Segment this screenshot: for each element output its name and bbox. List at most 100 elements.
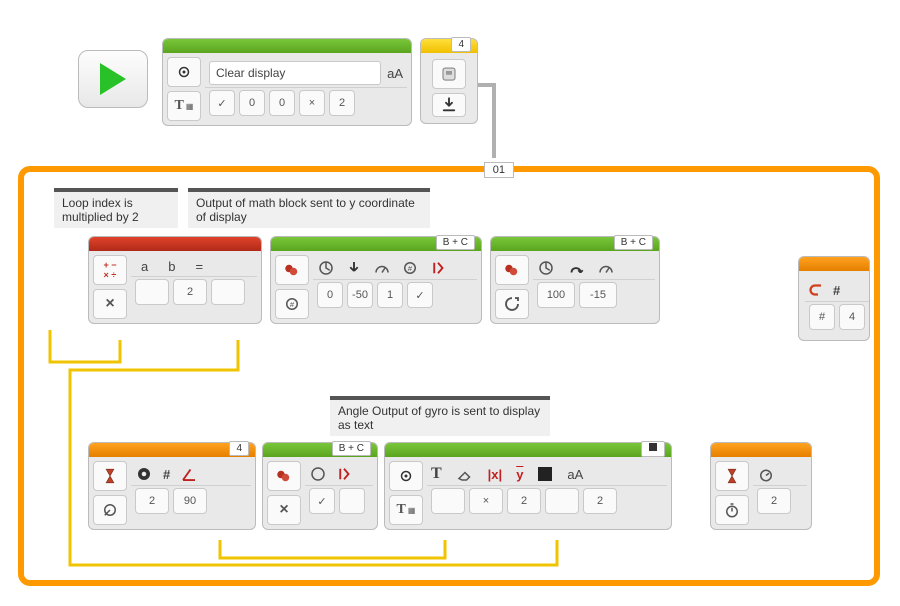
param[interactable] [545, 488, 579, 514]
steering-icon [309, 465, 327, 483]
wired-port-icon [648, 442, 658, 452]
speedometer-icon [373, 259, 391, 277]
param[interactable]: 4 [839, 304, 865, 330]
block-header: B + C [263, 443, 377, 457]
param[interactable]: 2 [757, 488, 791, 514]
eraser-icon [456, 465, 474, 483]
text-icon: T [431, 465, 442, 483]
brake-icon [335, 465, 353, 483]
param[interactable]: 2 [173, 279, 207, 305]
brick-icon [432, 59, 466, 89]
param[interactable]: 0 [269, 90, 295, 116]
color-icon [537, 466, 553, 482]
block-header: B + C [271, 237, 481, 251]
text-grid-mode[interactable]: T▦ [389, 495, 423, 525]
block-header [163, 39, 411, 53]
loop-name[interactable]: 01 [484, 162, 514, 178]
loop-back-icon [809, 281, 827, 299]
loop-end-block[interactable]: # # 4 [798, 256, 870, 341]
port-tag[interactable]: 4 [451, 37, 471, 52]
param[interactable] [211, 279, 245, 305]
block-header: 4 [421, 39, 477, 53]
display-text[interactable]: Clear display [209, 61, 381, 85]
hourglass-icon [93, 461, 127, 491]
param[interactable]: 100 [537, 282, 575, 308]
param[interactable]: × [469, 488, 503, 514]
start-block[interactable] [78, 50, 148, 108]
param[interactable]: 0 [239, 90, 265, 116]
brick-block[interactable]: 4 [420, 38, 478, 124]
math-eq: = [195, 259, 203, 274]
motor-icon [267, 461, 301, 491]
block-header [89, 237, 261, 251]
mode-off[interactable]: × [267, 495, 301, 525]
port-tag[interactable]: 4 [229, 441, 249, 456]
param[interactable] [431, 488, 465, 514]
block-header: 4 [89, 443, 255, 457]
gyro-angle-mode[interactable] [93, 495, 127, 525]
play-icon [100, 63, 126, 95]
param[interactable]: 2 [329, 90, 355, 116]
param[interactable]: 2 [507, 488, 541, 514]
comment: Loop index is multiplied by 2 [54, 188, 178, 228]
brake-icon [429, 259, 447, 277]
param[interactable]: 0 [317, 282, 343, 308]
gyro-wait-block[interactable]: 4 # 2 90 [88, 442, 256, 530]
param[interactable]: # [809, 304, 835, 330]
block-header: B + C [491, 237, 659, 251]
math-block[interactable]: + −× ÷ × a b = 2 [88, 236, 262, 324]
mode-time[interactable] [715, 495, 749, 525]
font-sample: aA [567, 467, 583, 482]
port-tag[interactable]: B + C [332, 441, 371, 456]
param[interactable]: ✓ [407, 282, 433, 308]
target-icon [175, 63, 193, 81]
param[interactable]: 2 [583, 488, 617, 514]
ev3-canvas: T▦ Clear display aA ✓ 0 0 × 2 4 [10, 10, 890, 586]
param[interactable]: -50 [347, 282, 373, 308]
display-text-block[interactable]: T▦ T |x| y aA × 2 2 [384, 442, 672, 530]
svg-text:#: # [290, 300, 295, 309]
block-header [799, 257, 869, 271]
param[interactable]: ✓ [309, 488, 335, 514]
display-mode-icon[interactable] [167, 57, 201, 87]
comment: Angle Output of gyro is sent to display … [330, 396, 550, 436]
gyro-icon [135, 465, 153, 483]
x-coord-label: |x| [488, 467, 503, 482]
download-icon[interactable] [432, 93, 466, 117]
port-tag[interactable]: B + C [436, 235, 475, 250]
move-steer-block[interactable]: B + C # # 0 [270, 236, 482, 324]
param[interactable]: 90 [173, 488, 207, 514]
mode-on[interactable] [495, 289, 529, 319]
rotations-icon: # [401, 259, 419, 277]
param[interactable] [339, 488, 365, 514]
y-coord-label: y [516, 467, 523, 482]
port-tag[interactable] [641, 441, 665, 457]
param[interactable]: 1 [377, 282, 403, 308]
param[interactable]: × [299, 90, 325, 116]
motor-icon [495, 255, 529, 285]
font-sample: aA [387, 66, 403, 81]
angle-icon [180, 465, 198, 483]
speedometer-icon [597, 259, 615, 277]
move-steer-on-block[interactable]: B + C 100 -15 [490, 236, 660, 324]
math-ops-icon: + −× ÷ [93, 255, 127, 285]
move-stop-block[interactable]: B + C × ✓ [262, 442, 378, 530]
hourglass-icon [715, 461, 749, 491]
param[interactable]: ✓ [209, 90, 235, 116]
param[interactable]: 2 [135, 488, 169, 514]
param[interactable] [135, 279, 169, 305]
svg-text:#: # [408, 264, 413, 273]
text-grid-mode[interactable]: T▦ [167, 91, 201, 121]
down-arrow-icon [345, 259, 363, 277]
math-b: b [168, 259, 175, 274]
port-tag[interactable]: B + C [614, 235, 653, 250]
math-mode[interactable]: × [93, 289, 127, 319]
param[interactable]: -15 [579, 282, 617, 308]
display-mode-icon[interactable] [389, 461, 423, 491]
wait-time-block[interactable]: 2 [710, 442, 812, 530]
block-header [385, 443, 671, 457]
math-a: a [141, 259, 148, 274]
mode-rotations[interactable]: # [275, 289, 309, 319]
display-block[interactable]: T▦ Clear display aA ✓ 0 0 × 2 [162, 38, 412, 126]
block-header [711, 443, 811, 457]
